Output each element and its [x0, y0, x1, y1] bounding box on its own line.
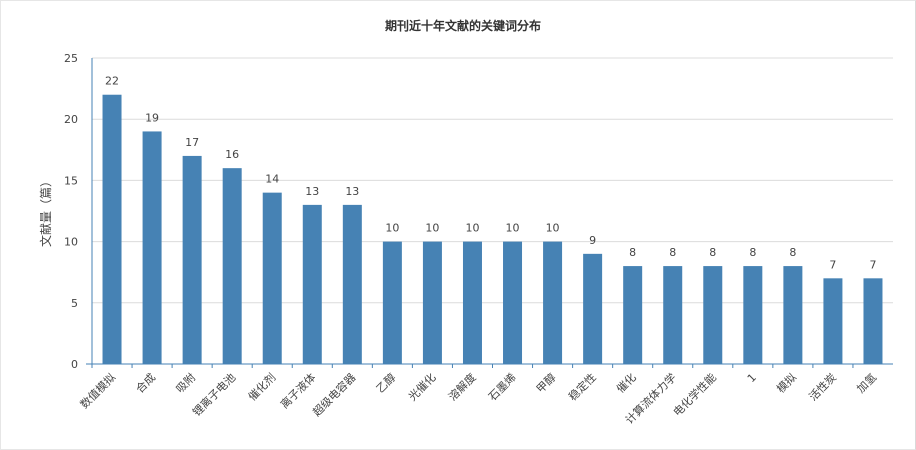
data-label: 13 [345, 185, 359, 198]
y-tick-label: 5 [71, 297, 78, 310]
data-label: 10 [465, 222, 479, 235]
bar [302, 204, 322, 364]
bar [623, 266, 643, 364]
x-tick-label: 石墨烯 [486, 371, 519, 404]
grid-lines [92, 57, 893, 304]
data-labels: 22 19 17 16 14 13 13 10 10 10 10 10 9 8 8 8 8 8 7 7 [105, 75, 876, 272]
data-label: 9 [589, 234, 596, 247]
x-tick-label: 数值模拟 [77, 370, 118, 411]
bar [142, 131, 162, 364]
y-axis-title: 文献量（篇） [38, 175, 53, 247]
data-label: 7 [869, 258, 876, 271]
data-label: 17 [185, 136, 199, 149]
chart-title: 期刊近十年文献的关键词分布 [385, 18, 541, 33]
x-tick-label: 稳定性 [566, 370, 599, 403]
bar [222, 168, 242, 364]
y-tick-label: 15 [64, 174, 78, 187]
bars [102, 94, 883, 364]
bar [102, 94, 122, 364]
data-label: 8 [669, 246, 676, 259]
y-tick-labels: 0 5 10 15 20 25 [64, 52, 78, 371]
x-tick-label: 吸附 [173, 370, 198, 395]
bar [823, 278, 843, 364]
y-tick-label: 0 [71, 358, 78, 371]
x-tick-label: 锂离子电池 [190, 370, 239, 419]
bar [743, 266, 763, 364]
x-tick-label: 模拟 [774, 370, 799, 395]
x-tick-label: 光催化 [405, 370, 438, 403]
data-label: 8 [629, 246, 636, 259]
bar [342, 204, 362, 364]
bar [262, 192, 282, 364]
bar [182, 155, 202, 364]
bar [503, 241, 523, 364]
data-label: 8 [709, 246, 716, 259]
data-label: 8 [789, 246, 796, 259]
x-tick-label: 活性炭 [806, 370, 839, 403]
data-label: 10 [546, 222, 560, 235]
data-label: 10 [385, 222, 399, 235]
x-tick-label: 乙醇 [373, 370, 398, 395]
x-tick-label: 催化 [613, 370, 638, 395]
bar [382, 241, 402, 364]
x-tick-label: 催化剂 [245, 370, 278, 403]
bar [583, 253, 603, 364]
data-label: 16 [225, 148, 239, 161]
data-label: 7 [829, 258, 836, 271]
x-tick-label: 甲醇 [533, 370, 558, 395]
x-tick-label: 合成 [133, 370, 158, 395]
bar [663, 266, 683, 364]
bar [703, 266, 723, 364]
data-label: 22 [105, 75, 119, 88]
data-label: 19 [145, 111, 159, 124]
data-label: 10 [506, 222, 520, 235]
x-tick-label: 电化学性能 [670, 370, 719, 419]
x-tick-label: 加氢 [854, 370, 879, 395]
bar [462, 241, 482, 364]
x-tick-label: 1 [745, 371, 759, 385]
data-label: 8 [749, 246, 756, 259]
y-tick-label: 25 [64, 52, 78, 65]
y-tick-label: 20 [64, 113, 78, 126]
data-label: 14 [265, 173, 279, 186]
axes [86, 58, 893, 368]
data-label: 13 [305, 185, 319, 198]
x-tick-label: 超级电容器 [310, 370, 359, 419]
y-tick-label: 10 [64, 236, 78, 249]
bar [783, 266, 803, 364]
bar [422, 241, 442, 364]
x-tick-label: 溶解度 [445, 370, 478, 403]
bar [863, 278, 883, 364]
data-label: 10 [425, 222, 439, 235]
bar [543, 241, 563, 364]
x-tick-label: 离子液体 [277, 370, 318, 411]
